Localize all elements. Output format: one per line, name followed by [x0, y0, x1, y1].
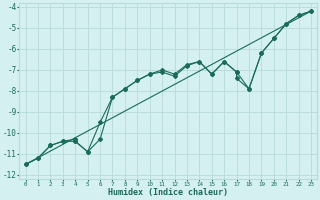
X-axis label: Humidex (Indice chaleur): Humidex (Indice chaleur): [108, 188, 228, 197]
